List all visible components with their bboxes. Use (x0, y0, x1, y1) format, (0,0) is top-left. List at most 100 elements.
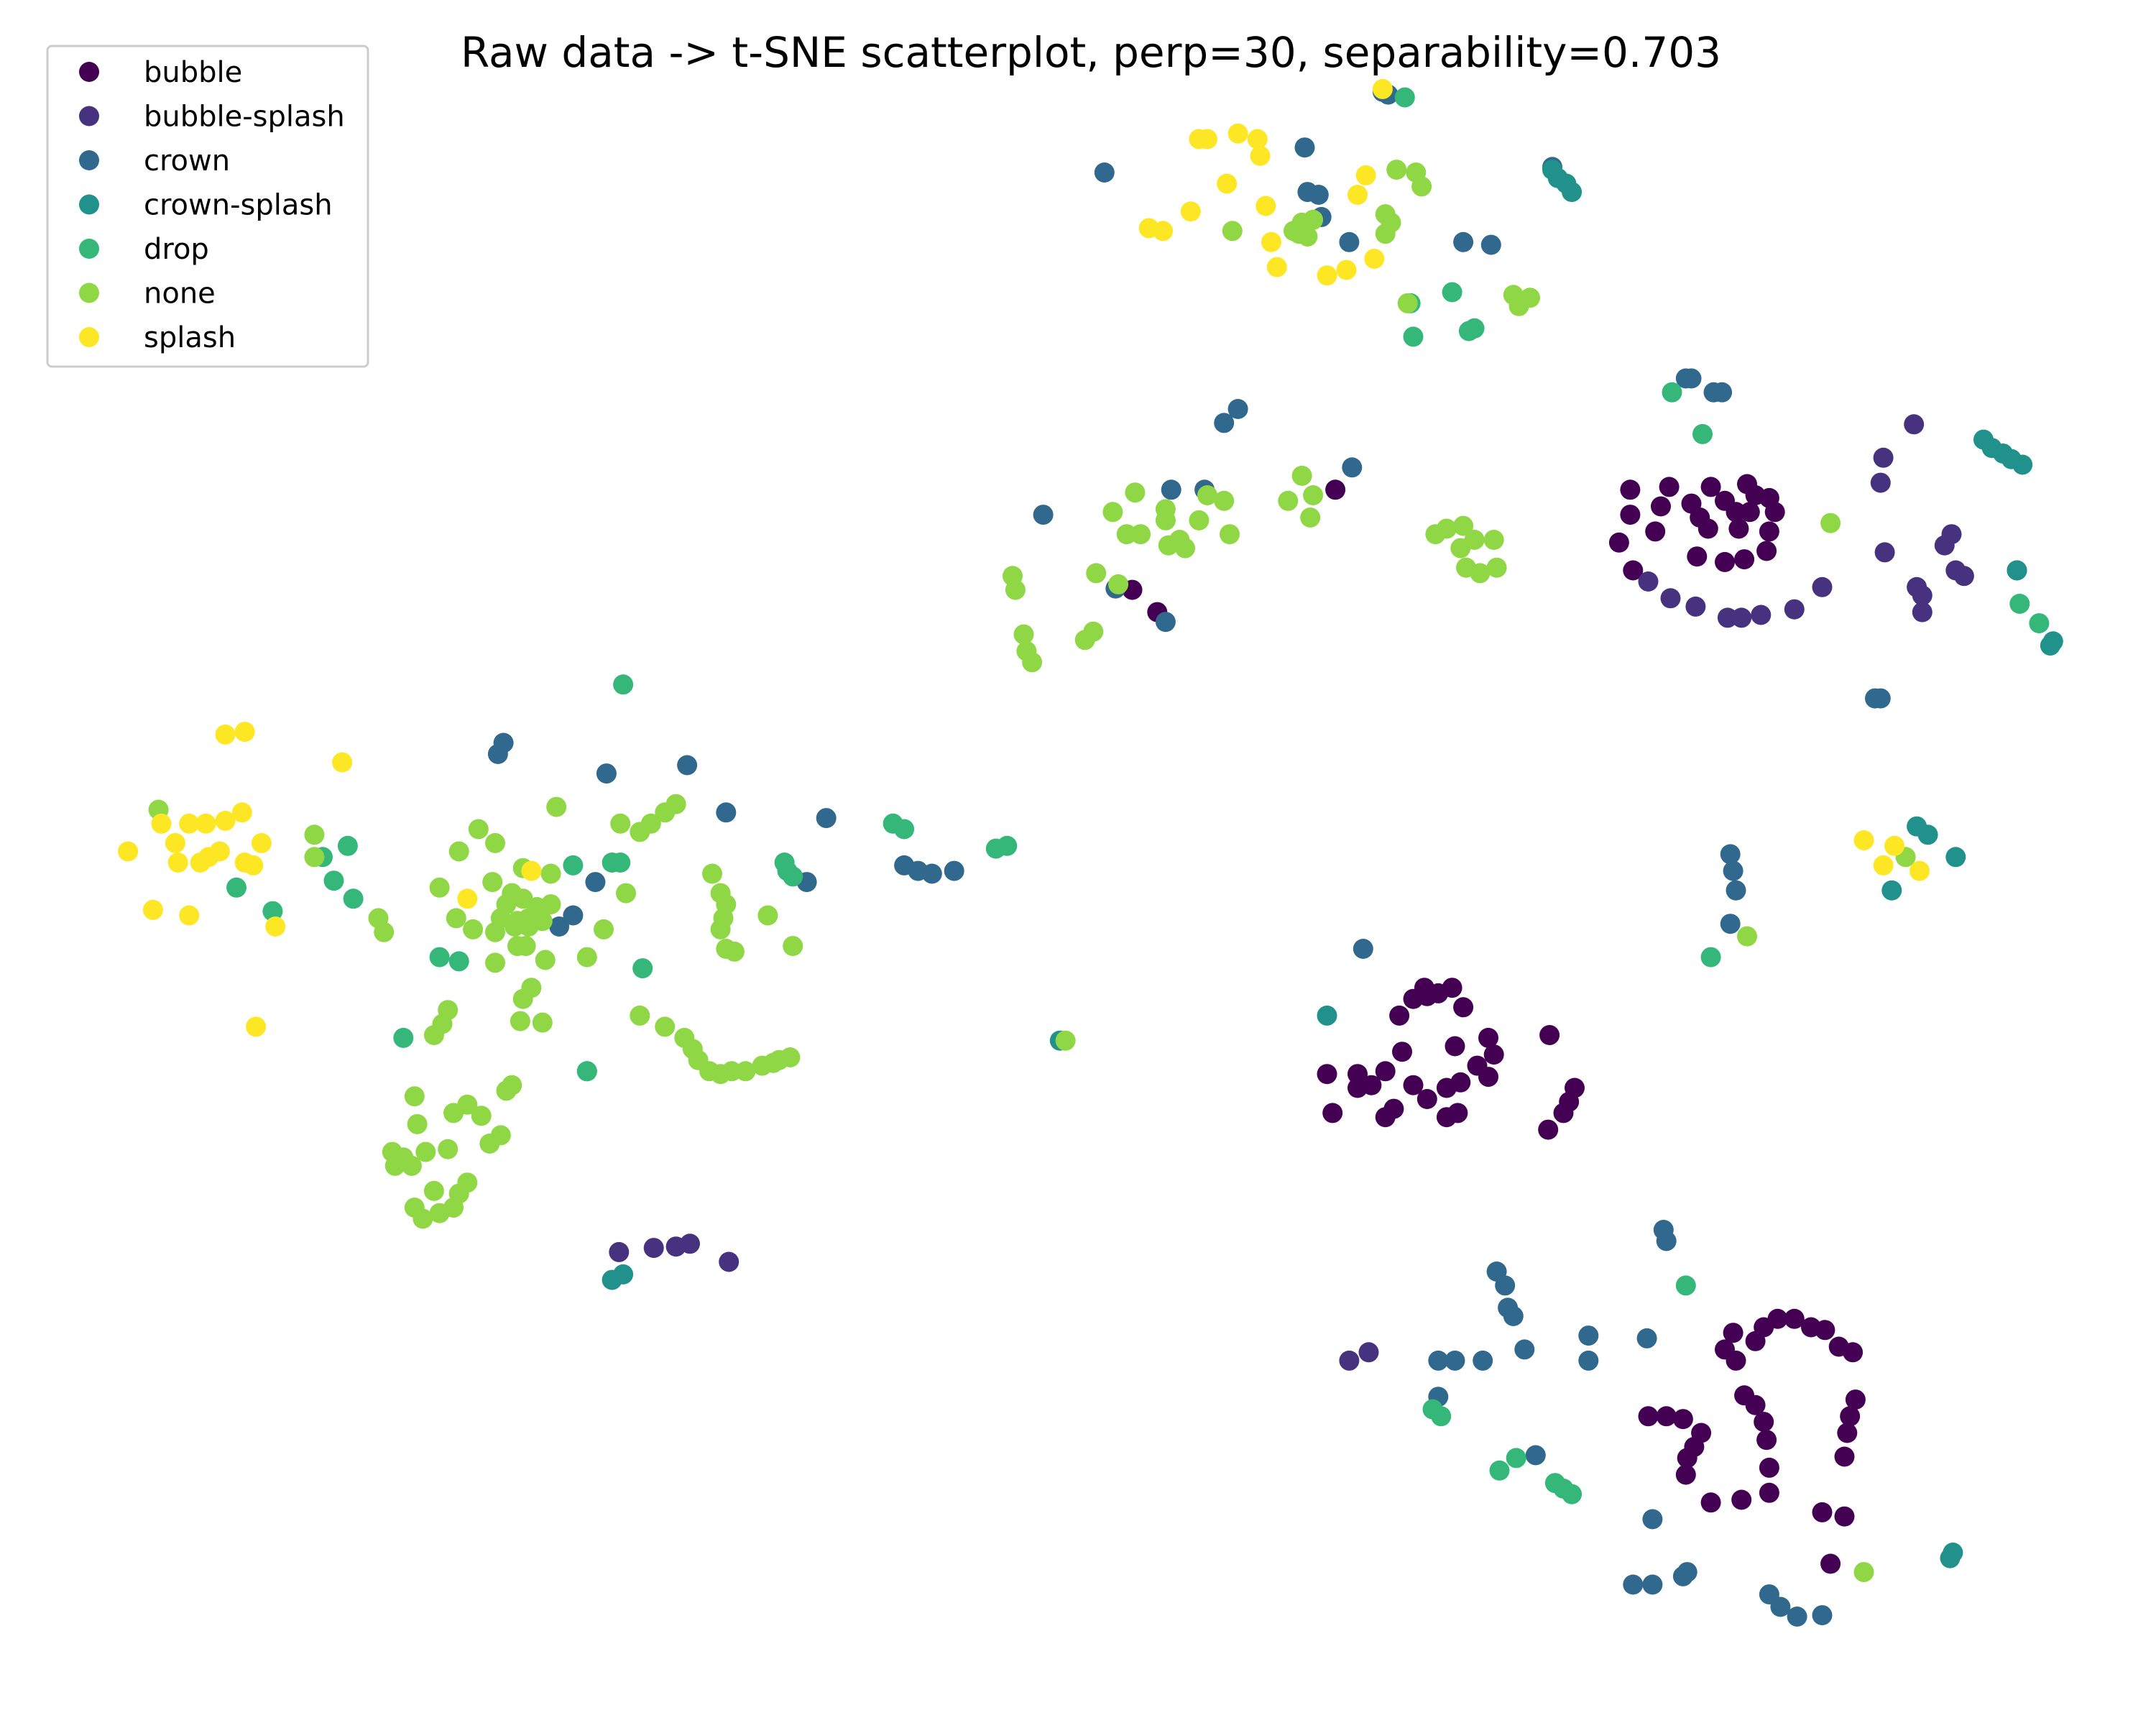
point-crown (1094, 162, 1115, 183)
legend-marker-bubble (79, 62, 99, 82)
point-crown (1498, 1297, 1519, 1318)
point-bubble (1348, 1064, 1368, 1085)
point-bubble (1731, 1489, 1752, 1510)
point-splash (1247, 129, 1268, 150)
point-bubble (1672, 1409, 1693, 1430)
point-splash (195, 813, 216, 834)
point-bubble (1815, 1320, 1835, 1341)
point-splash (1909, 860, 1930, 881)
point-splash (215, 724, 236, 745)
point-drop (1422, 1399, 1443, 1420)
series-drop (226, 87, 2050, 1504)
point-crown-splash (2012, 454, 2033, 475)
point-none (423, 1180, 444, 1201)
legend-label-drop: drop (144, 233, 209, 266)
point-none (610, 813, 631, 834)
point-bubble (1416, 1089, 1437, 1109)
legend: bubble bubble-splash crown crown-splash drop… (46, 45, 369, 368)
point-bubble (1539, 1025, 1560, 1045)
point-bubble (1608, 532, 1629, 553)
point-none (1297, 226, 1318, 247)
point-crown (1353, 939, 1373, 959)
point-none (490, 1125, 511, 1146)
point-bubble (1325, 479, 1346, 500)
point-splash (1197, 129, 1217, 150)
point-crown (677, 755, 698, 776)
point-none (1102, 502, 1123, 523)
point-bubble-splash (1784, 599, 1805, 620)
point-none (1016, 640, 1037, 661)
point-crown (816, 808, 837, 829)
point-crown (1214, 413, 1235, 433)
point-crown (1294, 137, 1315, 158)
point-none (1175, 538, 1195, 559)
point-none (429, 877, 450, 898)
point-bubble-splash (1941, 524, 1962, 545)
point-bubble (1467, 1055, 1488, 1076)
point-none (724, 941, 745, 962)
point-none (457, 1094, 478, 1115)
legend-label-crown-splash: crown-splash (144, 189, 333, 222)
point-drop (1675, 1275, 1696, 1296)
point-bubble-splash (1912, 602, 1932, 622)
point-bubble-splash (1717, 607, 1738, 628)
point-none (463, 919, 484, 939)
point-none (1108, 574, 1129, 594)
point-splash (521, 860, 542, 881)
point-drop (323, 870, 344, 891)
point-none (1155, 499, 1176, 520)
point-bubble (1681, 493, 1702, 514)
point-bubble (1392, 1042, 1412, 1062)
point-splash (231, 802, 252, 823)
point-none (546, 796, 567, 817)
point-crown (921, 863, 942, 884)
point-bubble (1734, 549, 1755, 570)
point-crown (493, 732, 514, 753)
point-bubble (1840, 1406, 1861, 1427)
point-crown-splash (1943, 1543, 1963, 1563)
point-none (457, 1172, 478, 1193)
point-crown (1155, 612, 1176, 633)
point-bubble-splash (1358, 1342, 1379, 1363)
point-none (1386, 160, 1407, 180)
point-bubble (1834, 1446, 1855, 1467)
point-bubble-splash (1638, 571, 1659, 592)
point-drop (894, 819, 915, 840)
point-drop (1403, 326, 1424, 347)
point-none (535, 950, 556, 970)
point-crown (1578, 1350, 1599, 1371)
point-none (1520, 288, 1540, 308)
point-bubble (1478, 1027, 1498, 1048)
point-drop (613, 674, 634, 695)
point-drop (632, 958, 653, 979)
point-bubble (1447, 1103, 1468, 1123)
point-drop (1464, 318, 1485, 339)
point-bubble (1403, 1075, 1424, 1095)
legend-label-bubble: bubble (144, 56, 242, 89)
point-none (1303, 485, 1324, 505)
legend-label-crown: crown (144, 144, 230, 178)
point-bubble-splash (643, 1238, 664, 1259)
point-drop (226, 877, 247, 898)
point-bubble (1715, 1339, 1735, 1360)
point-bubble-splash (1660, 588, 1681, 609)
point-none (1055, 1030, 1076, 1051)
point-crown (1712, 382, 1733, 403)
point-splash (234, 722, 255, 743)
point-drop (1662, 382, 1682, 403)
point-none (1464, 530, 1485, 550)
point-drop (1442, 282, 1462, 303)
point-bubble-splash (1953, 566, 1974, 587)
point-crown-splash (2007, 560, 2027, 581)
point-none (1214, 490, 1235, 511)
point-bubble-splash (1731, 607, 1752, 628)
point-drop (997, 835, 1018, 856)
point-bubble (1445, 1036, 1465, 1057)
point-bubble (1837, 1423, 1858, 1443)
point-crown (1720, 844, 1741, 865)
point-none (482, 872, 503, 893)
point-splash (1873, 855, 1894, 876)
point-crown (1653, 1220, 1674, 1240)
